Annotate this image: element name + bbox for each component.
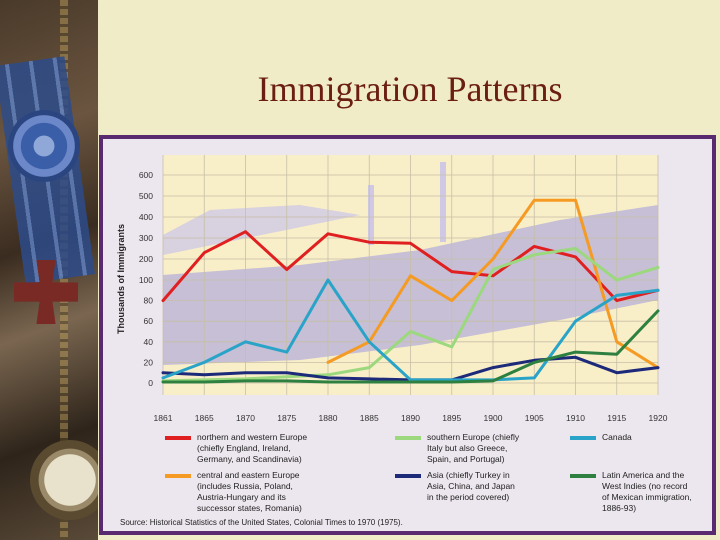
x-tick-label: 1861 [154, 413, 173, 423]
legend-swatch [165, 474, 191, 478]
legend-swatch [395, 436, 421, 440]
legend-label: northern and western Europe (chiefly Engl… [197, 432, 347, 465]
y-axis-label: Thousands of Immigrants [116, 224, 126, 334]
y-tick-label: 400 [139, 212, 153, 222]
rosette-decoration [8, 110, 80, 182]
legend-swatch [165, 436, 191, 440]
legend-label-line: southern Europe (chiefly [427, 432, 520, 442]
x-tick-label: 1890 [401, 413, 420, 423]
series-line [161, 247, 660, 383]
y-tick-label: 100 [139, 275, 153, 285]
y-tick-label: 60 [144, 316, 154, 326]
mast-backdrop [440, 162, 446, 242]
legend-label-line: West Indies (no record [602, 481, 688, 491]
legend-swatch [570, 436, 596, 440]
legend-label-line: Italy but also Greece, [427, 443, 508, 453]
series-line [161, 309, 660, 384]
legend-label: Canada [602, 432, 720, 443]
legend-label-line: Asia (chiefly Turkey in [427, 470, 510, 480]
legend-label-line: Canada [602, 432, 632, 442]
legend-label-line: Asia, China, and Japan [427, 481, 515, 491]
y-tick-label: 600 [139, 170, 153, 180]
compass-decoration [30, 440, 98, 520]
y-tick-label: 500 [139, 191, 153, 201]
legend-label-line: Latin America and the [602, 470, 685, 480]
decorative-medal-image [0, 0, 98, 540]
legend-label-line: central and eastern Europe [197, 470, 300, 480]
y-tick-label: 80 [144, 296, 154, 306]
ship-smoke-backdrop [163, 205, 360, 255]
legend-swatch [395, 474, 421, 478]
series-line [326, 198, 660, 370]
y-tick-label: 300 [139, 233, 153, 243]
legend-label-line: of Mexican immigration, [602, 492, 692, 502]
y-tick-label: 0 [148, 378, 153, 388]
legend-label-line: (chiefly England, Ireland, [197, 443, 291, 453]
x-tick-label: 1905 [525, 413, 544, 423]
x-tick-label: 1910 [566, 413, 585, 423]
legend-label-line: Spain, and Portugal) [427, 454, 505, 464]
legend-label-line: in the period covered) [427, 492, 510, 502]
x-tick-label: 1870 [236, 413, 255, 423]
y-tick-label: 200 [139, 254, 153, 264]
x-tick-label: 1875 [277, 413, 296, 423]
x-tick-label: 1885 [360, 413, 379, 423]
x-tick-label: 1900 [484, 413, 503, 423]
series-line [161, 278, 660, 382]
mast-backdrop [368, 185, 374, 245]
legend-label-line: successor states, Romania) [197, 503, 302, 513]
x-tick-label: 1895 [442, 413, 461, 423]
x-tick-label: 1920 [649, 413, 668, 423]
legend-label-line: 1886-93) [602, 503, 637, 513]
legend-label-line: Germany, and Scandinavia) [197, 454, 302, 464]
y-tick-label: 20 [144, 357, 154, 367]
x-tick-label: 1865 [195, 413, 214, 423]
x-tick-label: 1915 [607, 413, 626, 423]
slide-title: Immigration Patterns [257, 69, 563, 109]
legend-label-line: northern and western Europe [197, 432, 308, 442]
legend-label-line: Austria-Hungary and its [197, 492, 286, 502]
source-note: Source: Historical Statistics of the Uni… [120, 518, 403, 527]
y-tick-label: 40 [144, 337, 154, 347]
legend-label: Asia (chiefly Turkey in Asia, China, and … [427, 470, 577, 503]
legend-label: central and eastern Europe (includes Russ… [197, 470, 347, 514]
legend-swatch [570, 474, 596, 478]
legend-label-line: (includes Russia, Poland, [197, 481, 293, 491]
x-tick-label: 1880 [319, 413, 338, 423]
series-line [161, 230, 660, 303]
legend-label: Latin America and the West Indies (no rec… [602, 470, 720, 514]
legend-label: southern Europe (chiefly Italy but also G… [427, 432, 577, 465]
